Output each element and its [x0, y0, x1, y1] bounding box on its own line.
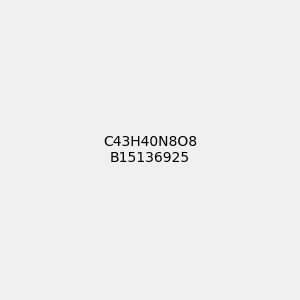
Text: C43H40N8O8
B15136925: C43H40N8O8 B15136925 [103, 135, 197, 165]
